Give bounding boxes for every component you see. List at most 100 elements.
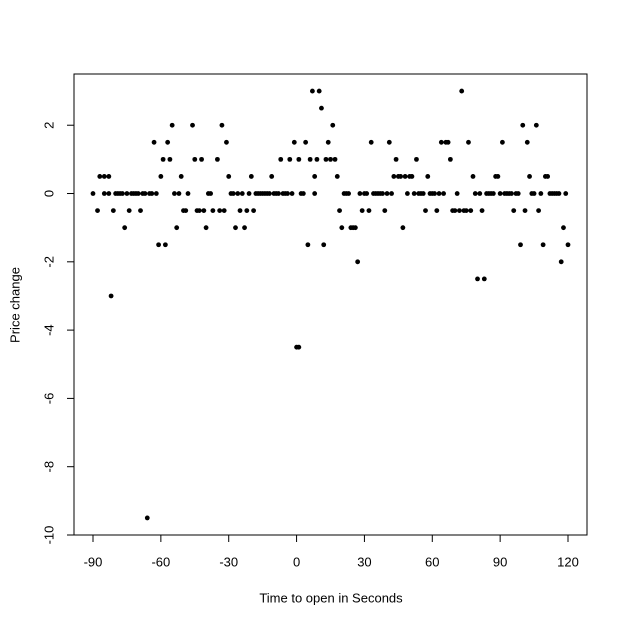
point bbox=[307, 156, 313, 162]
point bbox=[310, 88, 315, 94]
point bbox=[203, 225, 209, 231]
point bbox=[405, 191, 410, 196]
point bbox=[538, 191, 544, 196]
plot-frame bbox=[73, 73, 588, 536]
point bbox=[497, 191, 503, 196]
point bbox=[233, 225, 238, 231]
point bbox=[285, 191, 290, 196]
point bbox=[138, 208, 143, 213]
point bbox=[518, 242, 523, 248]
point bbox=[97, 174, 103, 179]
point bbox=[445, 139, 451, 145]
point bbox=[162, 242, 168, 248]
point bbox=[522, 208, 528, 213]
point bbox=[515, 191, 521, 196]
point bbox=[269, 174, 275, 179]
point bbox=[192, 156, 198, 162]
point bbox=[524, 139, 530, 145]
point bbox=[414, 156, 419, 162]
point bbox=[278, 156, 284, 162]
point bbox=[495, 174, 501, 179]
point bbox=[533, 122, 539, 128]
point bbox=[352, 225, 358, 231]
point bbox=[215, 156, 220, 162]
point bbox=[319, 105, 324, 111]
point bbox=[237, 208, 243, 213]
point bbox=[135, 191, 141, 196]
point bbox=[366, 208, 372, 213]
point bbox=[454, 191, 460, 196]
point bbox=[303, 139, 309, 145]
point bbox=[90, 191, 96, 196]
point bbox=[470, 174, 476, 179]
point bbox=[325, 139, 331, 145]
point bbox=[334, 174, 340, 179]
point bbox=[466, 139, 471, 145]
point bbox=[323, 156, 329, 162]
point bbox=[384, 191, 390, 196]
point bbox=[122, 225, 128, 231]
point bbox=[153, 191, 159, 196]
point bbox=[95, 208, 100, 213]
point bbox=[420, 191, 426, 196]
x-tick-label: -30 bbox=[219, 554, 238, 569]
x-axis-label: Time to open in Seconds bbox=[259, 590, 403, 605]
point bbox=[106, 191, 112, 196]
point bbox=[436, 191, 442, 196]
point bbox=[500, 139, 505, 145]
x-tick-label: 120 bbox=[557, 554, 579, 569]
point bbox=[432, 191, 437, 196]
point bbox=[242, 225, 247, 231]
point bbox=[321, 242, 327, 248]
point bbox=[386, 139, 392, 145]
point bbox=[434, 208, 440, 213]
point bbox=[463, 208, 469, 213]
point bbox=[332, 156, 338, 162]
point bbox=[475, 276, 480, 282]
y-tick-label: -2 bbox=[41, 256, 56, 268]
point bbox=[201, 208, 207, 213]
point bbox=[221, 208, 227, 213]
point bbox=[219, 122, 225, 128]
point bbox=[561, 225, 566, 231]
point bbox=[108, 293, 114, 299]
point bbox=[511, 208, 517, 213]
point bbox=[235, 191, 241, 196]
point bbox=[217, 208, 223, 213]
point bbox=[457, 208, 462, 213]
point bbox=[199, 156, 204, 162]
point bbox=[477, 191, 483, 196]
point bbox=[291, 139, 297, 145]
point bbox=[267, 191, 272, 196]
point bbox=[563, 191, 569, 196]
point bbox=[337, 208, 342, 213]
point bbox=[558, 259, 564, 265]
point bbox=[314, 156, 320, 162]
point bbox=[400, 225, 406, 231]
point bbox=[176, 191, 182, 196]
point bbox=[425, 174, 431, 179]
point bbox=[389, 191, 394, 196]
point bbox=[174, 225, 180, 231]
point bbox=[339, 225, 345, 231]
point bbox=[380, 191, 385, 196]
point bbox=[101, 174, 107, 179]
point bbox=[540, 242, 546, 248]
point bbox=[423, 208, 428, 213]
point bbox=[398, 174, 404, 179]
point bbox=[185, 191, 191, 196]
point bbox=[178, 174, 184, 179]
point bbox=[246, 191, 252, 196]
y-tick-label: 2 bbox=[41, 122, 56, 129]
point bbox=[409, 174, 415, 179]
point bbox=[556, 191, 562, 196]
y-tick-label: -10 bbox=[41, 526, 56, 545]
point bbox=[126, 208, 132, 213]
point bbox=[158, 174, 164, 179]
point bbox=[210, 208, 216, 213]
y-tick-label: -8 bbox=[41, 461, 56, 473]
point bbox=[183, 208, 189, 213]
x-tick-label: -90 bbox=[84, 554, 103, 569]
point bbox=[531, 191, 537, 196]
